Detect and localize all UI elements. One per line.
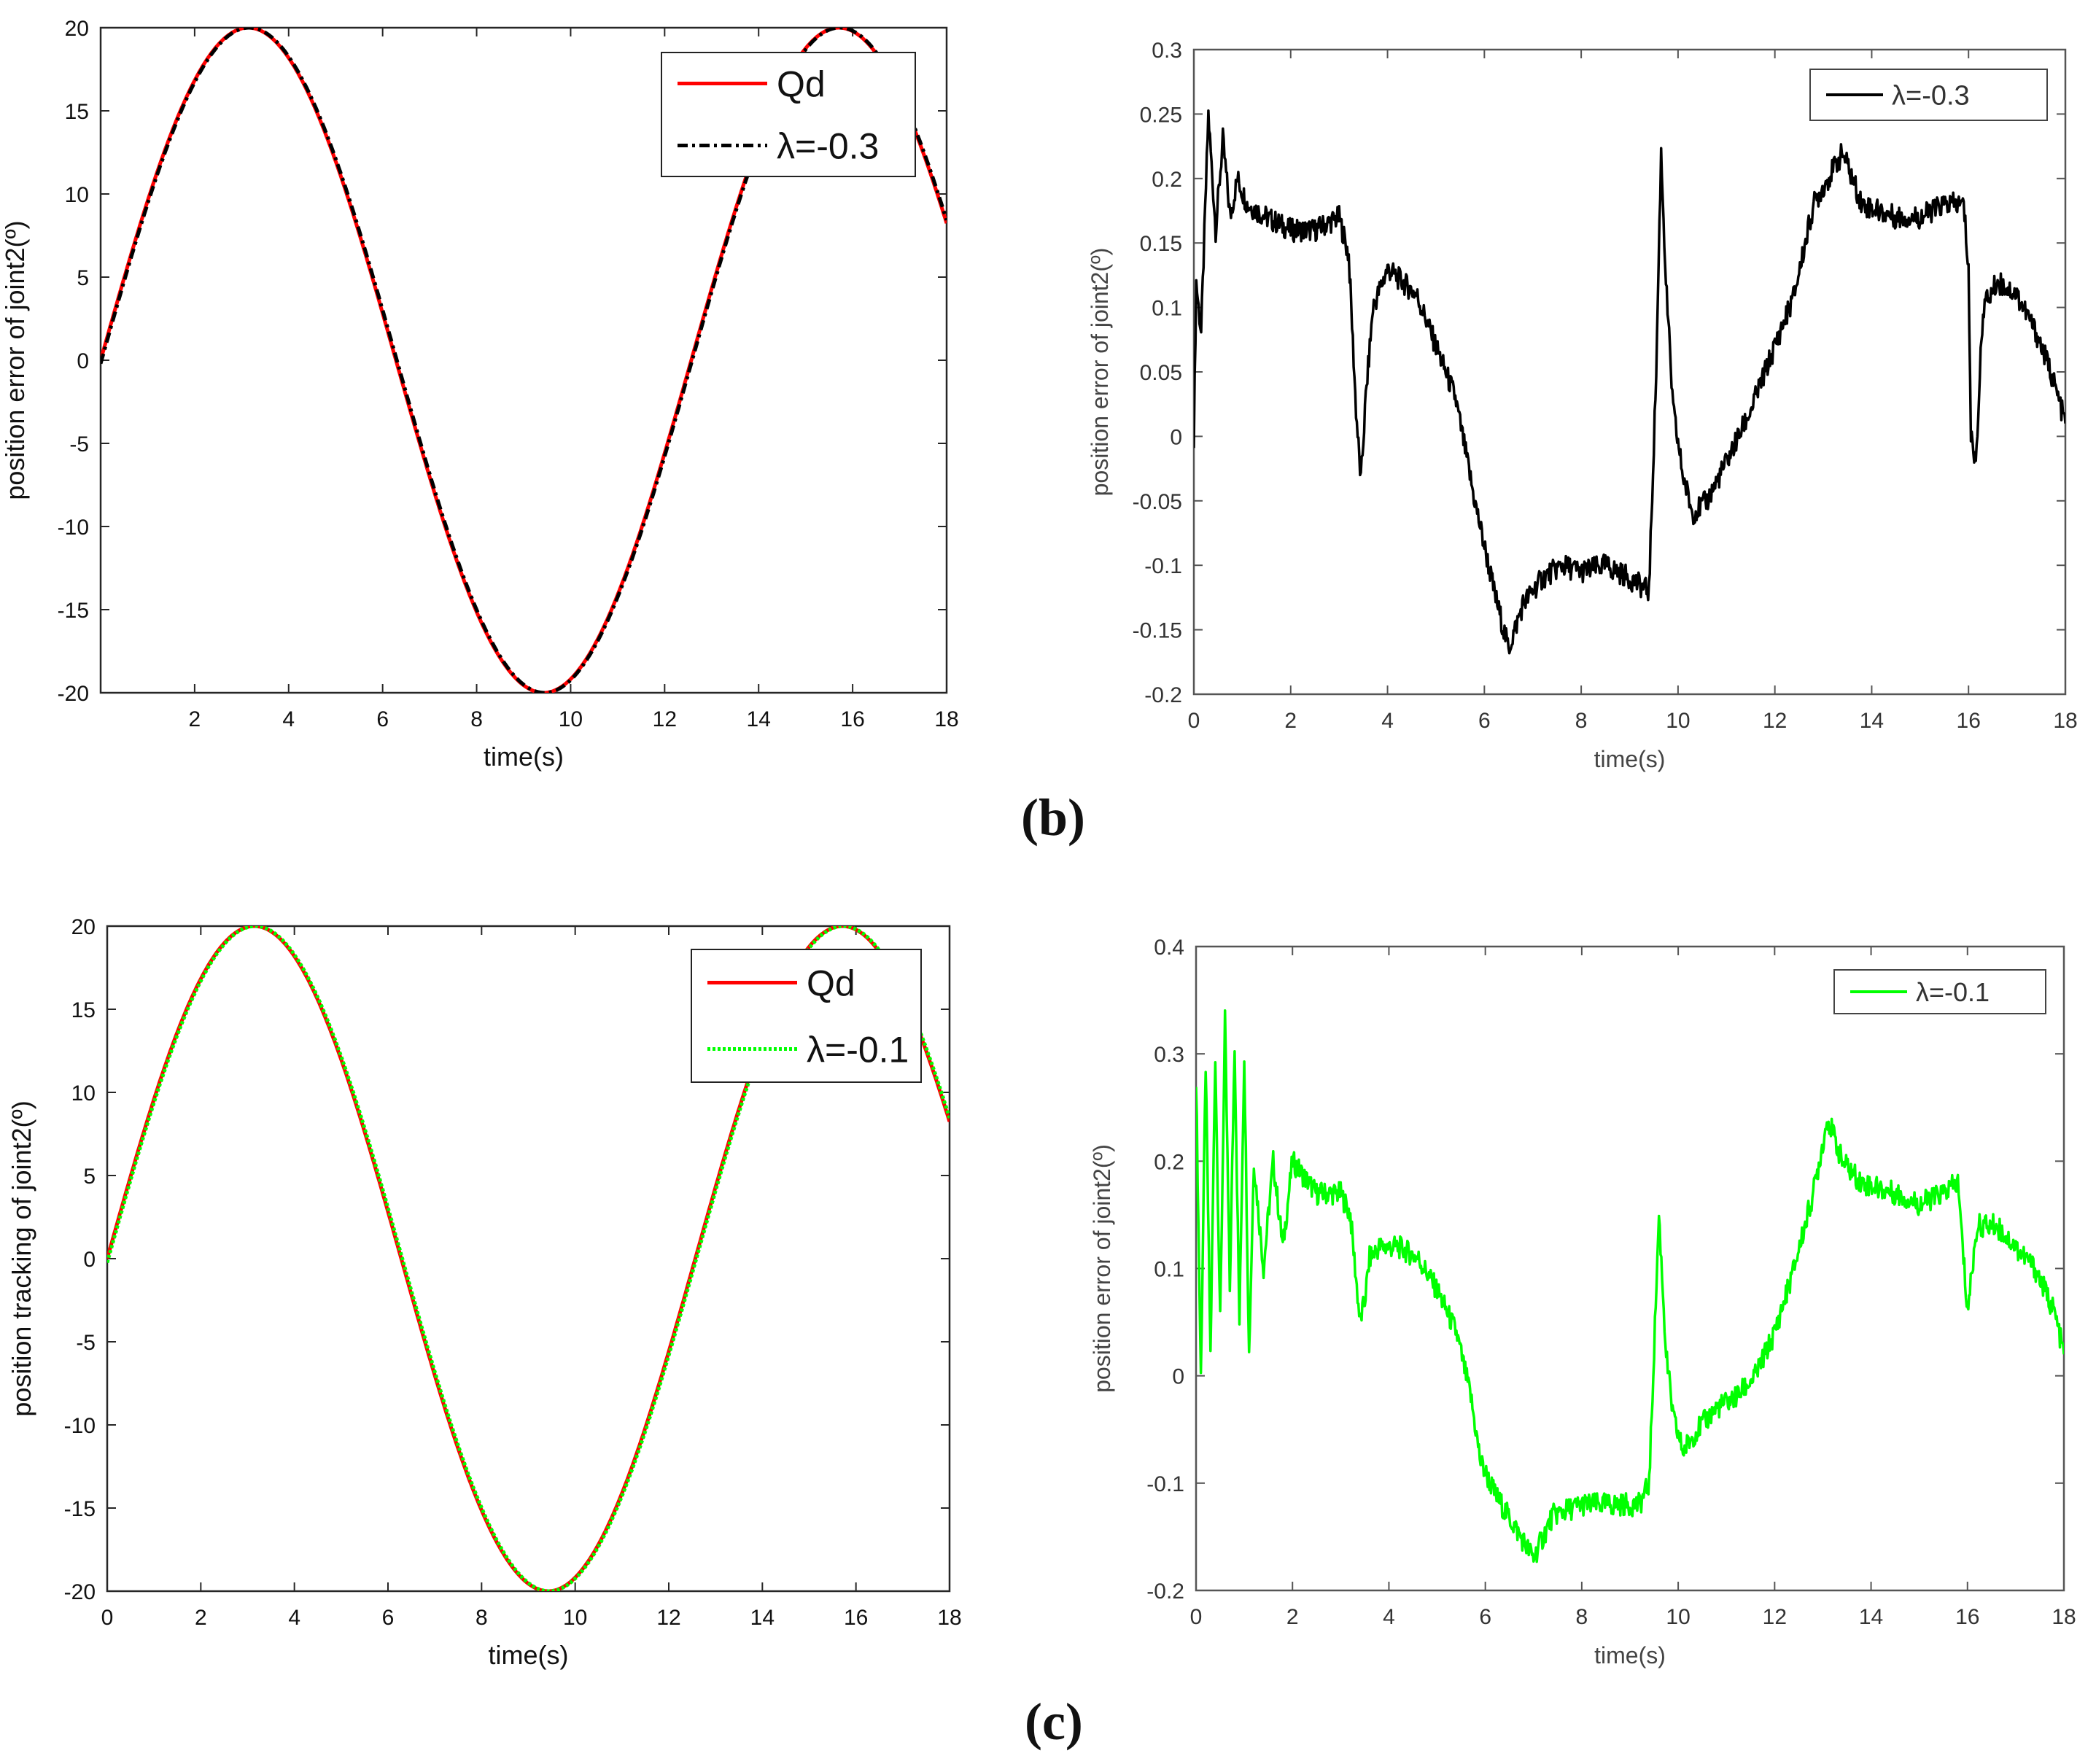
- y-tick-label: 0.2: [1152, 168, 1182, 192]
- legend-label: λ=-0.3: [777, 126, 879, 167]
- x-tick-label: 0: [1190, 1605, 1203, 1629]
- y-tick-label: -0.1: [1146, 1472, 1184, 1496]
- x-tick-label: 4: [288, 1606, 300, 1630]
- x-tick-label: 8: [1576, 1605, 1588, 1629]
- y-tick-label: 0: [1172, 1365, 1184, 1389]
- y-tick-label: -0.15: [1133, 619, 1182, 643]
- x-tick-label: 0: [101, 1606, 114, 1630]
- x-tick-label: 8: [1575, 709, 1588, 733]
- y-axis-label: position error of joint2(º): [1089, 1144, 1115, 1393]
- legend-label: λ=-0.3: [1892, 81, 1970, 112]
- y-axis-label: position tracking of joint2(º): [7, 1100, 36, 1416]
- y-tick-label: -15: [58, 599, 89, 623]
- x-tick-label: 16: [844, 1606, 868, 1630]
- x-tick-label: 16: [1955, 1605, 1979, 1629]
- y-tick-label: 20: [65, 17, 89, 41]
- x-tick-label: 6: [1478, 709, 1491, 733]
- x-tick-label: 16: [840, 707, 864, 731]
- x-tick-label: 2: [1286, 1605, 1299, 1629]
- x-tick-label: 14: [1860, 709, 1884, 733]
- chart-b-error: 0 2 4 6 8 10 12 14 16 18 -0.2 -0.15 -0.1 -0.05 0 0.05 0.…: [1087, 39, 2078, 772]
- y-tick-label: -0.1: [1144, 554, 1182, 578]
- y-tick-label: 0.15: [1140, 232, 1182, 256]
- x-tick-label: 18: [2052, 1605, 2076, 1629]
- y-tick-label: 0.4: [1154, 936, 1184, 960]
- x-tick-label: 4: [1381, 709, 1394, 733]
- x-tick-label: 12: [656, 1606, 680, 1630]
- panel-label-c: (c): [1025, 1692, 1083, 1752]
- y-tick-label: 0.2: [1154, 1150, 1184, 1174]
- y-tick-label: 10: [65, 183, 89, 207]
- y-tick-label: 0.3: [1154, 1043, 1184, 1067]
- y-tick-label: 0.05: [1140, 361, 1182, 385]
- x-tick-label: 12: [1763, 1605, 1787, 1629]
- x-tick-label: 12: [653, 707, 677, 731]
- x-tick-label: 10: [1666, 1605, 1690, 1629]
- x-tick-label: 14: [750, 1606, 775, 1630]
- x-tick-label: 8: [476, 1606, 488, 1630]
- panel-label-b: (b): [1021, 788, 1085, 848]
- y-tick-label: -20: [64, 1580, 96, 1604]
- x-tick-label: 4: [282, 707, 295, 731]
- legend-label: λ=-0.1: [1916, 977, 1990, 1007]
- x-tick-label: 8: [470, 707, 483, 731]
- x-tick-label: 0: [1188, 709, 1200, 733]
- x-tick-label: 6: [376, 707, 389, 731]
- y-tick-label: 10: [71, 1081, 96, 1106]
- y-tick-label: -0.2: [1146, 1580, 1184, 1604]
- x-tick-label: 18: [937, 1606, 961, 1630]
- x-tick-label: 10: [563, 1606, 587, 1630]
- figure-canvas: 2 4 6 8 10 12 14 16 18-20-15-10-505101520time(s)…: [0, 0, 2096, 1764]
- y-tick-label: -0.2: [1144, 683, 1182, 707]
- y-tick-label: -0.05: [1133, 490, 1182, 514]
- x-tick-label: 18: [934, 707, 958, 731]
- y-tick-label: 5: [83, 1165, 96, 1189]
- y-tick-label: 0.25: [1140, 103, 1182, 127]
- x-tick-label: 2: [189, 707, 201, 731]
- x-tick-label: 2: [1284, 709, 1297, 733]
- x-axis-label: time(s): [1594, 746, 1666, 772]
- y-axis-label: position error of joint2(º): [1087, 248, 1113, 497]
- x-tick-label: 12: [1763, 709, 1787, 733]
- x-tick-label: 14: [1859, 1605, 1883, 1629]
- chart-c-error: 0 2 4 6 8 10 12 14 16 18 -0.2 -0.1 0 0.1 0.2 0.3 0.4 time…: [1089, 936, 2076, 1668]
- y-tick-label: -10: [64, 1414, 96, 1438]
- y-tick-label: -10: [58, 516, 89, 540]
- x-axis-label: time(s): [484, 742, 564, 772]
- x-axis-label: time(s): [1594, 1642, 1666, 1668]
- y-tick-label: 0: [77, 349, 89, 373]
- x-tick-label: 6: [1479, 1605, 1491, 1629]
- y-tick-label: 0.1: [1152, 297, 1182, 321]
- y-tick-label: -5: [76, 1331, 96, 1355]
- legend-label: Qd: [807, 963, 855, 1004]
- x-tick-label: 6: [382, 1606, 395, 1630]
- x-axis-label: time(s): [489, 1640, 569, 1670]
- x-tick-label: 10: [1666, 709, 1690, 733]
- chart-c-tracking: 0 2 4 6 8 10 12 14 16 18 -20 -15 -10 -5 0 5 10 15 20 time(s…: [7, 915, 962, 1670]
- y-axis-label: position error of joint2(º): [0, 220, 30, 500]
- y-tick-label: 15: [65, 100, 89, 124]
- y-tick-label: 20: [71, 915, 96, 939]
- y-tick-label: -5: [69, 432, 89, 456]
- y-tick-label: -15: [64, 1497, 96, 1521]
- y-tick-label: 5: [77, 266, 89, 290]
- plot-area: [1196, 947, 2064, 1590]
- plot-area: [1194, 50, 2065, 694]
- chart-b-tracking: 2 4 6 8 10 12 14 16 18 -20 -15 -10 -5 0 5 10 15 20 time(s)…: [0, 17, 959, 772]
- x-tick-label: 18: [2053, 709, 2077, 733]
- x-tick-label: 16: [1957, 709, 1981, 733]
- x-tick-label: 4: [1383, 1605, 1395, 1629]
- x-tick-label: 2: [195, 1606, 207, 1630]
- y-tick-label: 15: [71, 998, 96, 1022]
- y-tick-label: 0.1: [1154, 1258, 1184, 1282]
- y-tick-label: 0: [83, 1248, 96, 1272]
- x-tick-label: 14: [747, 707, 771, 731]
- y-tick-label: 0.3: [1152, 39, 1182, 63]
- y-tick-label: 0: [1170, 425, 1182, 449]
- y-tick-label: -20: [58, 682, 89, 706]
- legend-label: Qd: [777, 64, 826, 105]
- legend-label: λ=-0.1: [807, 1030, 909, 1071]
- x-tick-label: 10: [559, 707, 583, 731]
